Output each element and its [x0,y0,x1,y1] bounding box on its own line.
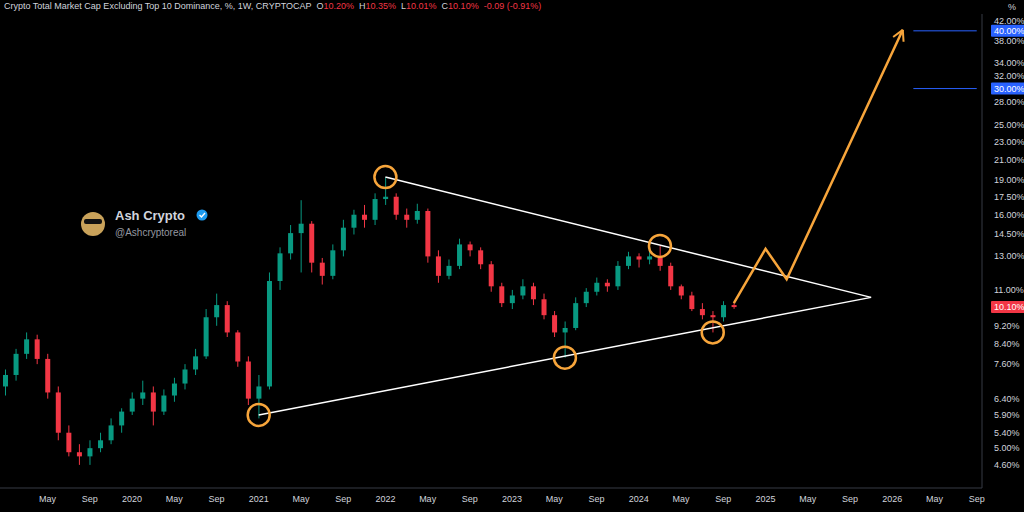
svg-text:May: May [39,494,57,504]
svg-text:2022: 2022 [375,494,395,504]
svg-text:14.50%: 14.50% [994,229,1024,239]
svg-text:Ash Crypto: Ash Crypto [115,208,185,223]
html-text:O 10.20%: O 10.20% [316,1,354,11]
svg-text:4.60%: 4.60% [994,460,1020,470]
svg-text:2021: 2021 [249,494,269,504]
svg-text:Sep: Sep [969,494,985,504]
svg-text:May: May [419,494,437,504]
svg-text:13.00%: 13.00% [994,251,1024,261]
html-text:Crypto Total Market Cap Exclud: Crypto Total Market Cap Excluding Top 10… [4,1,312,11]
svg-text:9.20%: 9.20% [994,321,1020,331]
svg-text:2026: 2026 [882,494,902,504]
svg-text:Sep: Sep [208,494,224,504]
svg-text:Sep: Sep [335,494,351,504]
html-text:H 10.35%: H 10.35% [359,1,397,11]
svg-text:May: May [673,494,691,504]
svg-text:23.00%: 23.00% [994,137,1024,147]
svg-text:2025: 2025 [756,494,776,504]
svg-text:8.40%: 8.40% [994,339,1020,349]
svg-text:11.00%: 11.00% [994,285,1024,295]
svg-text:2023: 2023 [502,494,522,504]
svg-text:21.00%: 21.00% [994,155,1024,165]
svg-text:Sep: Sep [589,494,605,504]
svg-text:Sep: Sep [715,494,731,504]
svg-text:30.00%: 30.00% [994,84,1024,94]
html-text:L 10.01%: L 10.01% [401,1,437,11]
html-text:-0.09 (-0.91%): -0.09 (-0.91%) [483,1,542,11]
svg-text:40.00%: 40.00% [994,26,1024,36]
svg-text:May: May [926,494,944,504]
svg-text:5.00%: 5.00% [994,443,1020,453]
svg-text:38.00%: 38.00% [994,36,1024,46]
svg-text:19.00%: 19.00% [994,175,1024,185]
svg-text:May: May [292,494,310,504]
svg-text:5.40%: 5.40% [994,428,1020,438]
svg-text:Sep: Sep [842,494,858,504]
svg-text:Sep: Sep [82,494,98,504]
svg-text:32.00%: 32.00% [994,71,1024,81]
svg-text:42.00%: 42.00% [994,16,1024,26]
svg-text:7.60%: 7.60% [994,359,1020,369]
svg-text:17.50%: 17.50% [994,192,1024,202]
svg-text:16.00%: 16.00% [994,210,1024,220]
svg-text:5.90%: 5.90% [994,410,1020,420]
svg-text:May: May [166,494,184,504]
svg-text:6.40%: 6.40% [994,394,1020,404]
svg-text:2024: 2024 [629,494,649,504]
svg-text:10.10%: 10.10% [994,302,1024,312]
svg-text:May: May [546,494,564,504]
svg-text:25.00%: 25.00% [994,120,1024,130]
svg-text:2020: 2020 [122,494,142,504]
svg-text:@Ashcryptoreal: @Ashcryptoreal [115,227,186,238]
svg-text:Sep: Sep [462,494,478,504]
svg-text:May: May [799,494,817,504]
svg-text:28.00%: 28.00% [994,97,1024,107]
svg-text:34.00%: 34.00% [994,58,1024,68]
html-text:C 10.10%: C 10.10% [441,1,479,11]
